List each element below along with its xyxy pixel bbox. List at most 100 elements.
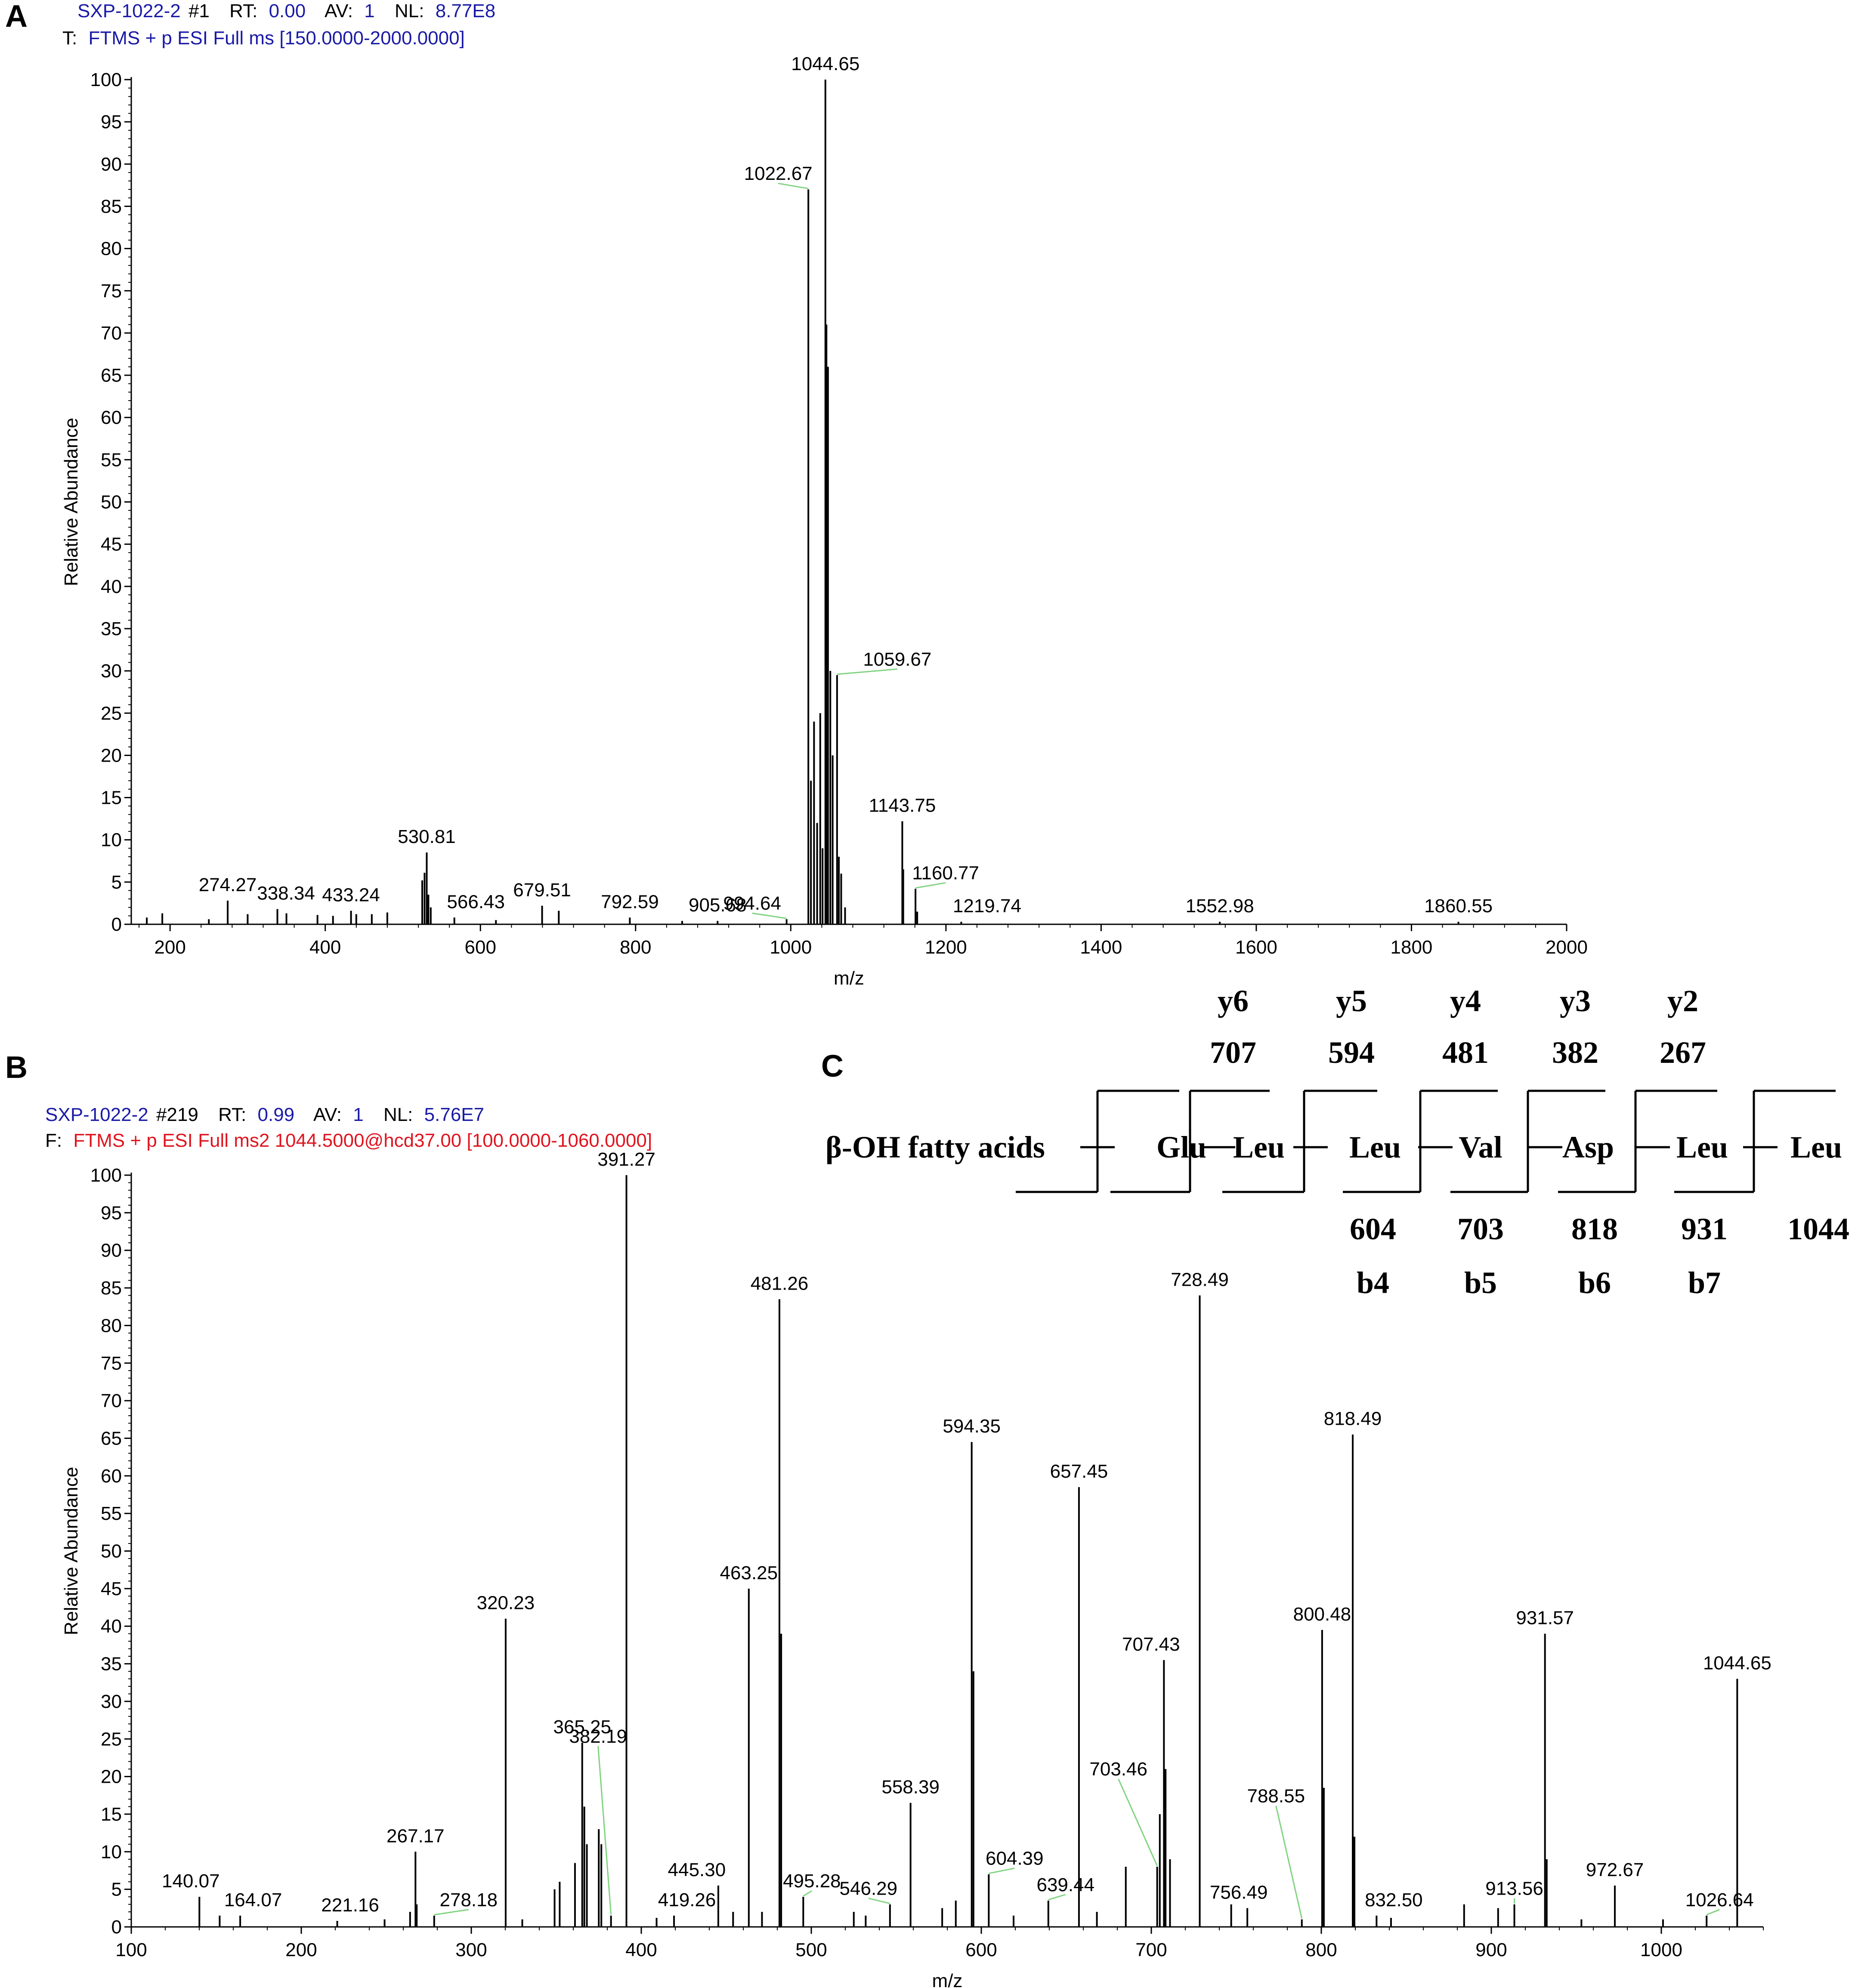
y-ion-mass: 594 bbox=[1328, 1035, 1375, 1070]
x-tick-label: 900 bbox=[1475, 1939, 1507, 1960]
y-tick-label: 20 bbox=[101, 745, 122, 766]
x-tick-label: 1200 bbox=[925, 937, 967, 958]
peak-label: 530.81 bbox=[398, 826, 456, 847]
header-a-prefix: T: bbox=[62, 28, 77, 49]
y-tick-label: 45 bbox=[101, 534, 122, 555]
y-tick-label: 5 bbox=[111, 872, 122, 893]
peak-label: 365.25 bbox=[553, 1716, 611, 1738]
y-tick-label: 95 bbox=[101, 1202, 122, 1223]
residue-leu: Leu bbox=[1790, 1130, 1842, 1164]
y-tick-label: 85 bbox=[101, 196, 122, 217]
y-tick-label: 55 bbox=[101, 449, 122, 470]
y-tick-label: 40 bbox=[101, 576, 122, 597]
peak-label: 546.29 bbox=[840, 1878, 898, 1899]
label-leader-line bbox=[803, 1890, 813, 1897]
residue-leu: Leu bbox=[1233, 1130, 1285, 1164]
peak-label: 1059.67 bbox=[863, 649, 931, 670]
y-tick-label: 20 bbox=[101, 1766, 122, 1787]
residue-leu: Leu bbox=[1676, 1130, 1728, 1164]
y-tick-label: 55 bbox=[101, 1503, 122, 1524]
x-tick-label: 2000 bbox=[1546, 937, 1588, 958]
y-tick-label: 95 bbox=[101, 111, 122, 133]
panel-letter-b: B bbox=[5, 1050, 28, 1085]
y-tick-label: 40 bbox=[101, 1616, 122, 1637]
label-leader-line bbox=[597, 1746, 612, 1915]
x-axis-title: m/z bbox=[834, 968, 864, 989]
chart-b: 0 5 10 15 20 25 30 35 40 45 50 55 60 65 70 75 80 85 90 95 10… bbox=[61, 1149, 1771, 1988]
peak-label: 832.50 bbox=[1365, 1889, 1423, 1911]
x-tick-label: 1000 bbox=[770, 937, 812, 958]
x-tick-label: 1400 bbox=[1080, 937, 1122, 958]
y-axis-title: Relative Abundance bbox=[61, 418, 82, 586]
header-b-scan: SXP-1022-2 bbox=[45, 1104, 148, 1125]
x-tick-label: 1800 bbox=[1391, 937, 1433, 958]
peak-label: 728.49 bbox=[1171, 1269, 1229, 1290]
b-ion-mass: 818 bbox=[1571, 1212, 1618, 1246]
y-axis-title: Relative Abundance bbox=[61, 1467, 82, 1635]
x-tick-label: 800 bbox=[1305, 1939, 1337, 1960]
y-ion-label: y3 bbox=[1560, 984, 1591, 1018]
peak-label: 1022.67 bbox=[744, 163, 813, 184]
x-tick-label: 600 bbox=[965, 1939, 997, 1960]
header-b-nl-label: NL: bbox=[383, 1104, 413, 1125]
peak-label: 1044.65 bbox=[1703, 1652, 1771, 1673]
y-tick-label: 25 bbox=[101, 703, 122, 724]
b-ion-label: b4 bbox=[1357, 1266, 1389, 1300]
peak-label: 818.49 bbox=[1324, 1408, 1382, 1429]
peak-label: 905.68 bbox=[689, 895, 747, 916]
y-tick-label: 70 bbox=[101, 323, 122, 344]
peak-label: 338.34 bbox=[257, 883, 315, 904]
peak-label: 320.23 bbox=[477, 1593, 535, 1614]
y-tick-label: 70 bbox=[101, 1390, 122, 1411]
x-axis-title: m/z bbox=[932, 1970, 963, 1988]
peak-label: 433.24 bbox=[322, 885, 380, 906]
x-tick-label: 800 bbox=[620, 937, 651, 958]
y-ion-label: y4 bbox=[1450, 984, 1481, 1018]
peak-label: 1143.75 bbox=[869, 795, 936, 816]
peak-label: 639.44 bbox=[1036, 1874, 1094, 1895]
peak-label: 594.35 bbox=[943, 1416, 1001, 1437]
peak-label: 1860.55 bbox=[1424, 895, 1493, 917]
header-a-av-label: AV: bbox=[325, 0, 353, 22]
y-ion-mass: 382 bbox=[1552, 1035, 1598, 1070]
y-tick-label: 35 bbox=[101, 1654, 122, 1675]
x-tick-label: 500 bbox=[795, 1939, 827, 1960]
peak-label: 1219.74 bbox=[953, 895, 1021, 917]
y-tick-label: 60 bbox=[101, 407, 122, 428]
y-tick-label: 80 bbox=[101, 1315, 122, 1336]
header-b-filter: FTMS + p ESI Full ms2 1044.5000@hcd37.00… bbox=[73, 1130, 652, 1151]
precursor-mass: 1044 bbox=[1787, 1212, 1849, 1246]
y-tick-label: 25 bbox=[101, 1729, 122, 1750]
b-ion-mass: 703 bbox=[1457, 1212, 1504, 1246]
y-ion-mass: 481 bbox=[1442, 1035, 1489, 1070]
header-b-prefix: F: bbox=[45, 1130, 62, 1151]
x-tick-label: 1600 bbox=[1235, 937, 1277, 958]
peak-label: 972.67 bbox=[1586, 1859, 1644, 1880]
y-tick-label: 90 bbox=[101, 154, 122, 175]
y-ion-label: y2 bbox=[1667, 984, 1698, 1018]
x-tick-label: 700 bbox=[1135, 1939, 1167, 1960]
chart-a: 0 5 10 15 20 25 30 35 40 45 50 55 60 65 70 75 80 85 90 95 10… bbox=[61, 53, 1588, 989]
y-tick-label: 50 bbox=[101, 492, 122, 513]
y-tick-label: 15 bbox=[101, 1804, 122, 1825]
label-leader-line bbox=[1118, 1778, 1158, 1866]
x-tick-label: 400 bbox=[309, 937, 341, 958]
y-tick-label: 65 bbox=[101, 365, 122, 386]
y-tick-label: 75 bbox=[101, 281, 122, 302]
peak-label: 566.43 bbox=[447, 891, 505, 912]
y-tick-label: 100 bbox=[90, 69, 122, 90]
peak-label: 267.17 bbox=[386, 1825, 445, 1846]
residue-asp: Asp bbox=[1562, 1130, 1614, 1164]
x-tick-label: 100 bbox=[115, 1939, 147, 1960]
header-a-line2: T: FTMS + p ESI Full ms [150.0000-2000.0… bbox=[62, 28, 465, 49]
peak-label: 604.39 bbox=[986, 1848, 1044, 1869]
x-tick-label: 200 bbox=[285, 1939, 317, 1960]
header-a-line1: SXP-1022-2 #1 RT: 0.00 AV: 1 NL: 8.77E8 bbox=[77, 0, 495, 22]
peak-label: 221.16 bbox=[321, 1895, 379, 1916]
y-tick-label: 0 bbox=[111, 1917, 122, 1938]
sequence-prefix: β-OH fatty acids bbox=[825, 1130, 1045, 1164]
y-tick-label: 45 bbox=[101, 1578, 122, 1599]
y-tick-label: 30 bbox=[101, 1691, 122, 1712]
y-ion-mass: 267 bbox=[1660, 1035, 1706, 1070]
peak-label: 913.56 bbox=[1485, 1878, 1543, 1899]
